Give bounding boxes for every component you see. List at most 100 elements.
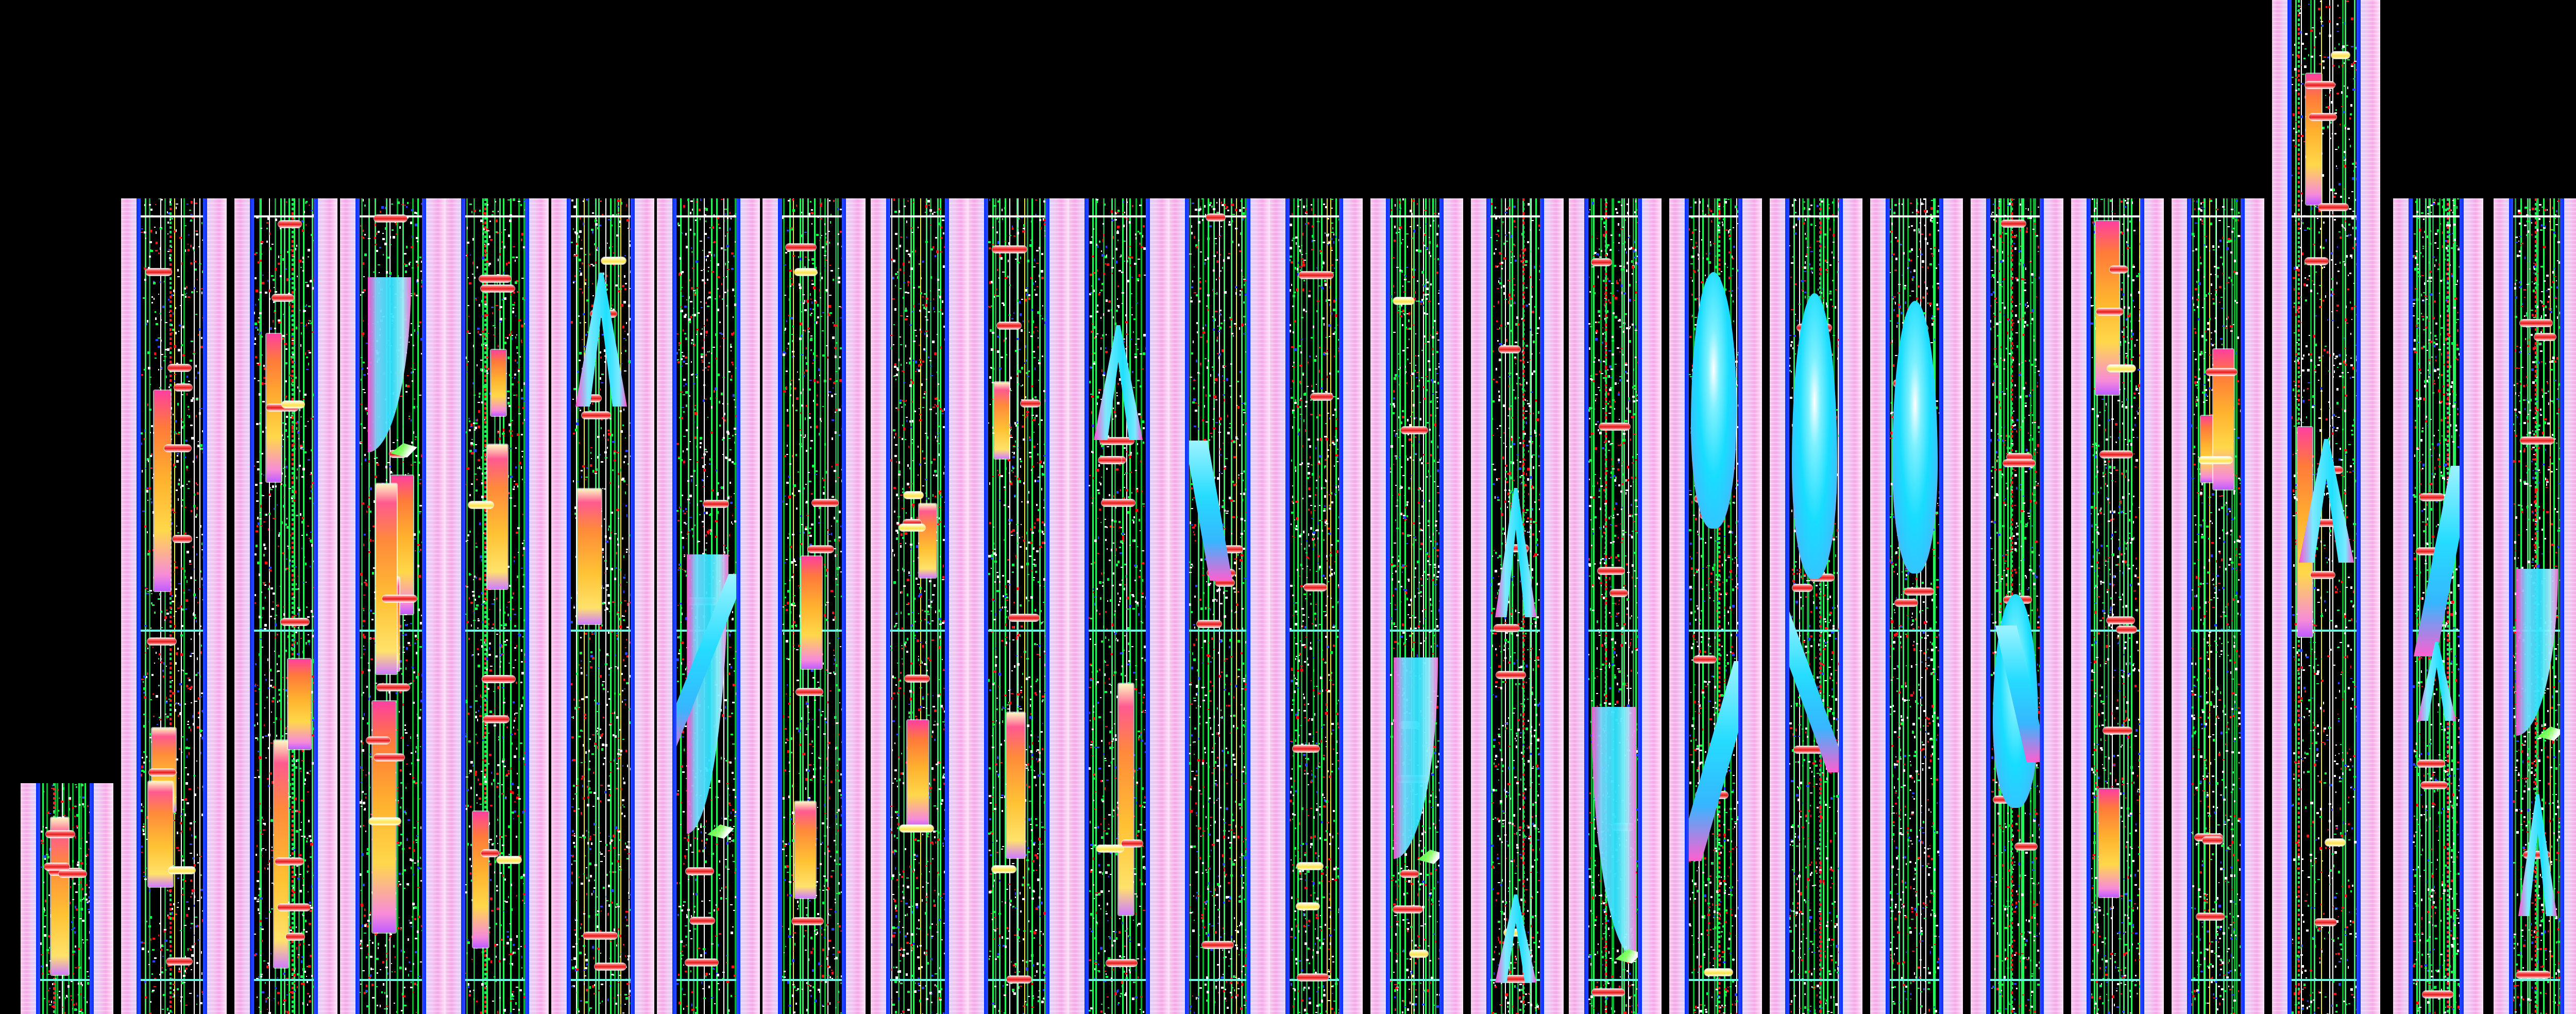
position-marker[interactable] [2315, 919, 2336, 926]
position-marker[interactable] [992, 246, 1027, 253]
track-body[interactable] [2513, 198, 2560, 1014]
position-marker[interactable] [1293, 745, 1319, 752]
position-marker[interactable] [149, 769, 176, 776]
position-marker[interactable] [377, 684, 410, 691]
position-marker[interactable] [1693, 656, 1716, 663]
position-marker[interactable] [479, 275, 511, 282]
position-marker[interactable] [1499, 346, 1520, 353]
track-body[interactable] [141, 198, 203, 1014]
track-column[interactable] [2071, 198, 2164, 1014]
position-marker[interactable] [812, 499, 838, 506]
position-marker[interactable] [1297, 863, 1323, 870]
position-marker[interactable] [992, 866, 1016, 873]
position-marker[interactable] [168, 364, 191, 371]
track-body[interactable] [1990, 198, 2040, 1014]
track-body[interactable] [571, 198, 631, 1014]
position-marker[interactable] [1496, 671, 1526, 679]
position-marker[interactable] [997, 322, 1021, 329]
position-marker[interactable] [2305, 81, 2335, 89]
position-marker[interactable] [2309, 113, 2336, 121]
position-marker[interactable] [1098, 457, 1122, 464]
signal-block[interactable] [154, 391, 171, 591]
position-marker[interactable] [1599, 423, 1630, 430]
track-column[interactable] [446, 198, 549, 1014]
signal-block[interactable] [994, 382, 1009, 459]
signal-block[interactable] [907, 720, 928, 827]
position-marker[interactable] [1895, 599, 1918, 606]
position-marker[interactable] [2520, 437, 2554, 444]
signal-block[interactable] [578, 489, 601, 624]
position-marker[interactable] [582, 412, 611, 419]
track-column[interactable] [1770, 198, 1862, 1014]
position-marker[interactable] [282, 401, 304, 408]
position-marker[interactable] [595, 963, 626, 970]
position-marker[interactable] [1206, 214, 1225, 221]
track-column[interactable] [1270, 198, 1363, 1014]
position-marker[interactable] [2196, 913, 2224, 920]
position-marker[interactable] [2305, 258, 2328, 265]
position-marker[interactable] [278, 221, 301, 228]
track-body[interactable] [2413, 198, 2460, 1014]
track-column[interactable] [969, 198, 1069, 1014]
position-marker[interactable] [468, 501, 494, 509]
position-marker[interactable] [2325, 839, 2345, 846]
position-marker[interactable] [703, 500, 728, 508]
position-marker[interactable] [174, 384, 192, 391]
position-marker[interactable] [286, 933, 304, 940]
position-marker[interactable] [1494, 624, 1519, 632]
position-marker[interactable] [796, 688, 823, 696]
position-marker[interactable] [2103, 727, 2132, 734]
signal-block[interactable] [487, 445, 507, 589]
track-body[interactable] [676, 198, 736, 1014]
position-marker[interactable] [497, 856, 521, 864]
signal-block[interactable] [919, 504, 936, 578]
position-marker[interactable] [1393, 906, 1422, 913]
track-column[interactable] [121, 198, 227, 1014]
track-column[interactable] [340, 198, 446, 1014]
position-marker[interactable] [1410, 950, 1428, 957]
position-marker[interactable] [786, 244, 816, 251]
position-marker[interactable] [2096, 308, 2123, 315]
track-column[interactable] [1170, 198, 1270, 1014]
position-marker[interactable] [275, 858, 303, 865]
position-marker[interactable] [905, 675, 929, 682]
position-marker[interactable] [46, 831, 75, 838]
track-body[interactable] [1490, 198, 1540, 1014]
track-column[interactable] [2494, 198, 2576, 1014]
position-marker[interactable] [900, 825, 934, 832]
position-marker[interactable] [1393, 297, 1414, 305]
position-marker[interactable] [2202, 837, 2223, 844]
position-marker[interactable] [1296, 903, 1319, 910]
track-column[interactable] [871, 198, 969, 1014]
signal-block[interactable] [2099, 789, 2119, 897]
track-column[interactable] [2272, 0, 2380, 1014]
track-column[interactable] [234, 198, 337, 1014]
position-marker[interactable] [173, 535, 192, 543]
position-marker[interactable] [44, 863, 70, 870]
signal-block[interactable] [473, 812, 488, 948]
signal-block[interactable] [372, 701, 396, 933]
position-marker[interactable] [2516, 971, 2550, 978]
position-marker[interactable] [583, 932, 617, 939]
position-marker[interactable] [374, 754, 404, 761]
position-marker[interactable] [2331, 52, 2350, 59]
position-marker[interactable] [2116, 626, 2137, 633]
track-body[interactable] [1588, 198, 1638, 1014]
position-marker[interactable] [808, 546, 834, 553]
track-body[interactable] [360, 198, 422, 1014]
position-marker[interactable] [1592, 989, 1624, 996]
track-body[interactable] [988, 198, 1045, 1014]
position-marker[interactable] [2318, 204, 2348, 211]
position-marker[interactable] [2417, 760, 2445, 767]
position-marker[interactable] [2422, 991, 2453, 998]
position-marker[interactable] [2001, 220, 2026, 227]
position-marker[interactable] [2003, 460, 2035, 467]
signal-block[interactable] [2201, 416, 2215, 482]
position-marker[interactable] [2520, 319, 2552, 327]
position-marker[interactable] [2311, 571, 2335, 579]
signal-block[interactable] [288, 659, 311, 749]
position-marker[interactable] [382, 595, 417, 602]
track-column[interactable] [2172, 198, 2264, 1014]
position-marker[interactable] [904, 492, 923, 499]
track-column[interactable] [2393, 198, 2483, 1014]
